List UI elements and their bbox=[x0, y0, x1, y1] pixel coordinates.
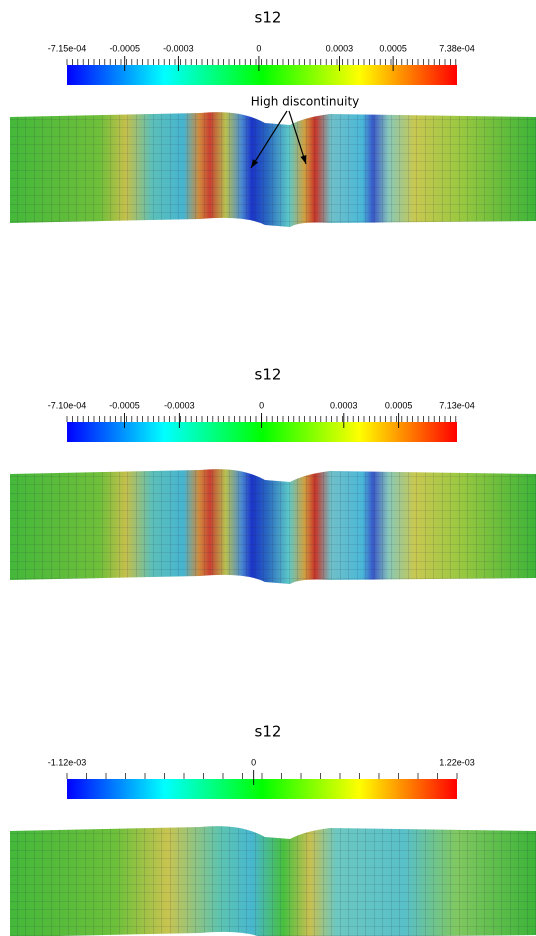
colorbar-tick-label: 0.0003 bbox=[326, 43, 354, 53]
arrow-head bbox=[300, 155, 307, 164]
colorbar bbox=[67, 779, 457, 799]
colorbar bbox=[67, 422, 457, 442]
colorbar bbox=[67, 65, 457, 85]
colorbar-tick-label: 0 bbox=[259, 400, 264, 410]
colorbar-tick-label: 0.0005 bbox=[379, 43, 407, 53]
colorbar-max-label: 1.22e-03 bbox=[439, 757, 475, 767]
arrow bbox=[250, 110, 288, 169]
panel-title: s12 bbox=[255, 723, 282, 741]
panel-title: s12 bbox=[255, 9, 282, 27]
colorbar-tick-label: 0 bbox=[256, 43, 261, 53]
colorbar-min-label: -7.15e-04 bbox=[48, 43, 87, 53]
colorbar-tick-label: -0.0003 bbox=[163, 43, 194, 53]
panel-title: s12 bbox=[255, 366, 282, 384]
colorbar-max-label: 7.38e-04 bbox=[439, 43, 475, 53]
mesh-grid bbox=[10, 112, 536, 227]
colorbar-tick-label: 0.0005 bbox=[385, 400, 413, 410]
colorbar-tick-label: -0.0005 bbox=[109, 43, 140, 53]
colorbar-max-label: 7.13e-04 bbox=[439, 400, 475, 410]
colorbar-tick-label: 0 bbox=[251, 757, 256, 767]
arrow bbox=[288, 110, 307, 165]
mesh-grid bbox=[10, 469, 536, 584]
colorbar-min-label: -1.12e-03 bbox=[48, 757, 87, 767]
mesh-grid bbox=[10, 826, 536, 936]
colorbar-min-label: -7.10e-04 bbox=[48, 400, 87, 410]
colorbar-tick-label: -0.0003 bbox=[164, 400, 195, 410]
colorbar-tick-label: -0.0005 bbox=[109, 400, 140, 410]
arrow-head bbox=[251, 159, 259, 168]
annotation: High discontinuity bbox=[251, 95, 360, 109]
colorbar-tick-label: 0.0003 bbox=[330, 400, 358, 410]
